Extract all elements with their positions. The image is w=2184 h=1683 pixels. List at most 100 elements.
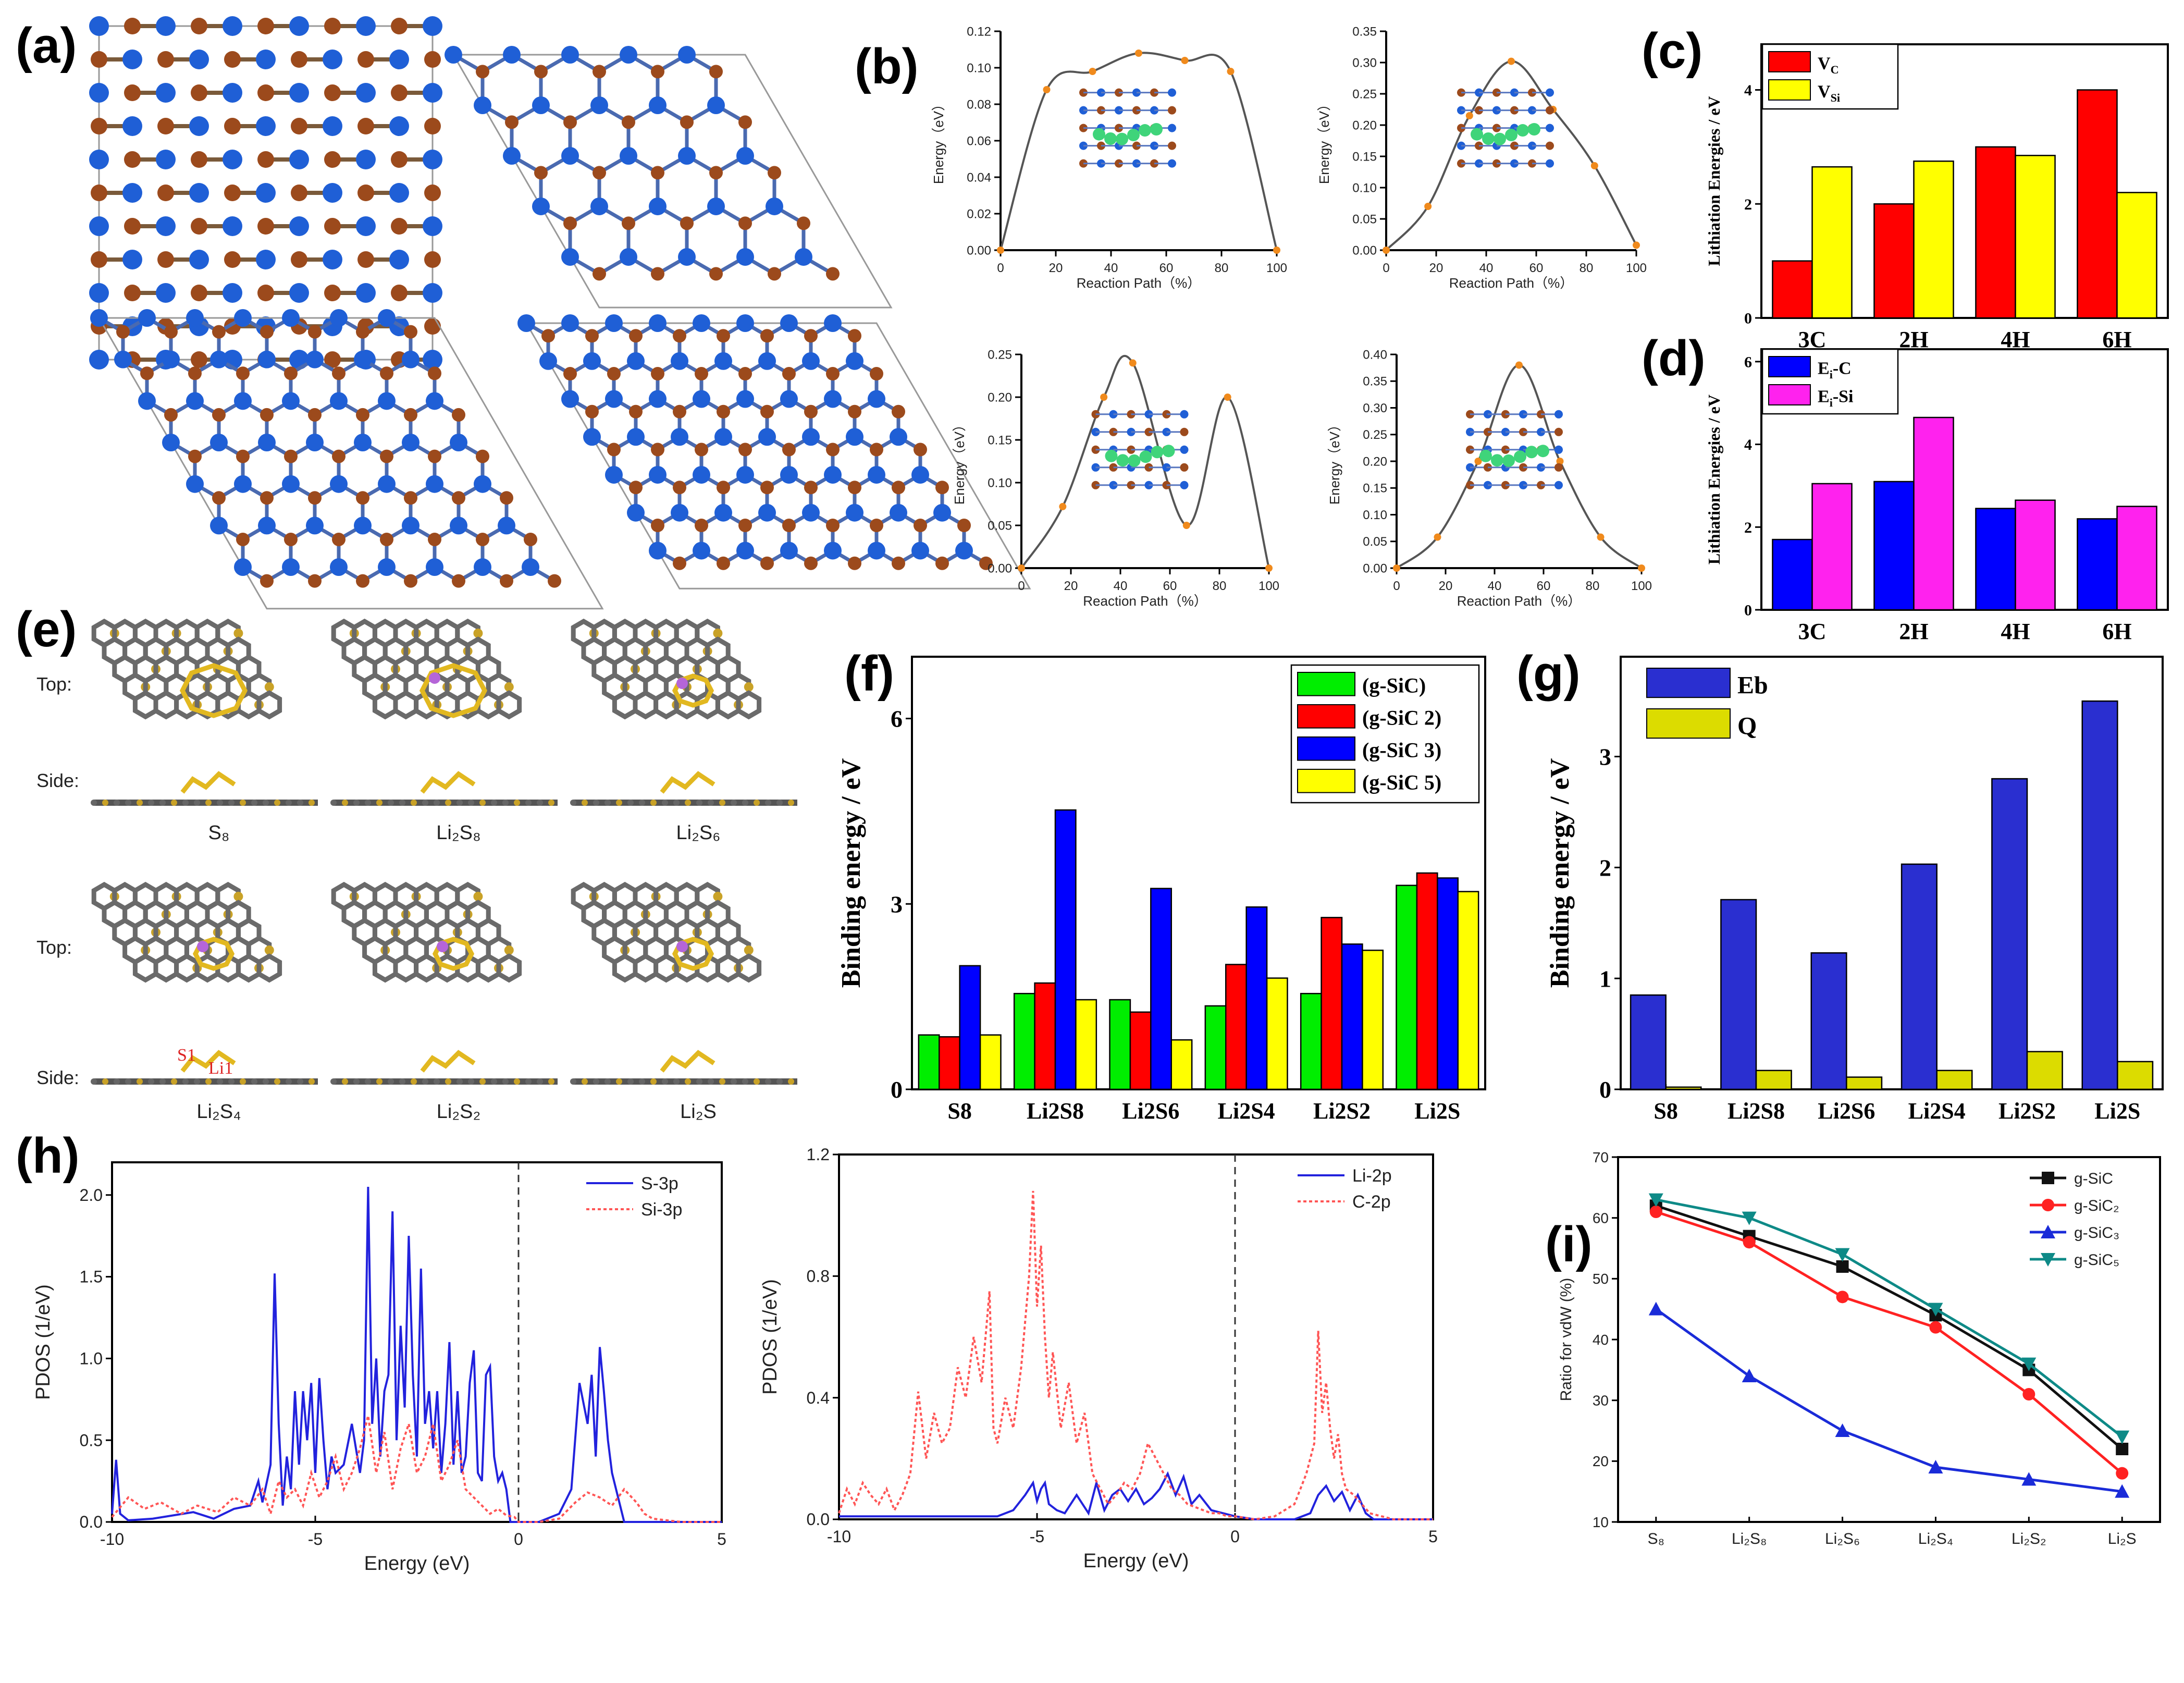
sheet-atom xyxy=(171,1078,177,1085)
si-atom xyxy=(933,503,951,522)
si-atom xyxy=(189,250,209,269)
c-atom xyxy=(892,481,905,495)
axes-frame xyxy=(838,1153,1434,1520)
marker-invtriangle xyxy=(1835,1248,1850,1262)
legend-swatch-E xyxy=(1768,384,1811,406)
li-atom xyxy=(429,672,440,684)
energy-point xyxy=(1227,68,1235,75)
unit-cell-frame xyxy=(97,317,604,610)
si-atom xyxy=(583,352,601,370)
energy-point xyxy=(1089,68,1096,75)
bar-(g-SiC 3)-S8 xyxy=(959,965,981,1090)
sheet-atom xyxy=(159,800,166,806)
bar-(g-SiC 2)-Li2S xyxy=(1416,872,1438,1090)
inset-atom xyxy=(1554,427,1563,436)
sheet-atom xyxy=(194,1078,200,1085)
y-tick-label: 6 xyxy=(891,706,903,732)
y-tick-label: 1.0 xyxy=(80,1349,103,1368)
sheet-atom xyxy=(240,800,246,806)
sulfur-chain-side xyxy=(420,1050,476,1073)
energy-point xyxy=(1018,564,1025,572)
line-g-SiC xyxy=(1656,1204,2123,1450)
c-atom xyxy=(224,251,241,268)
si-atom xyxy=(426,558,443,576)
y-tick-label: 0.00 xyxy=(988,561,1012,575)
x-tick-label-Li2S6: Li₂S₆ xyxy=(1825,1530,1860,1547)
si-atom xyxy=(289,16,309,36)
lattice-a4 xyxy=(517,314,1031,589)
marker-circle xyxy=(2022,1388,2035,1401)
legend-swatch-(g-SiC 5) xyxy=(1297,769,1355,793)
si-atom xyxy=(186,392,204,410)
si-atom xyxy=(223,83,242,103)
sheet-atom xyxy=(788,800,794,806)
y-tick-label: 60 xyxy=(1593,1210,1609,1226)
sheet-atom xyxy=(673,1078,680,1085)
si-atom xyxy=(445,46,462,64)
sheet-atom xyxy=(685,1078,691,1085)
sheet-atom xyxy=(422,1078,428,1085)
c-atom xyxy=(332,449,346,463)
x-tick-label: Li2S xyxy=(1414,1098,1460,1124)
panel-label-h: (h) xyxy=(16,1128,80,1184)
sheet-atom xyxy=(422,800,428,806)
e-species-li2s2: Li₂S₂ xyxy=(437,1101,480,1123)
si-atom xyxy=(693,314,710,332)
bar-V-3C xyxy=(1811,166,1853,319)
sheet-atom xyxy=(263,1078,269,1085)
y-axis-label: Lithiation Energies / eV xyxy=(1705,96,1723,266)
bar-E-2H xyxy=(1913,416,1954,611)
bar-(g-SiC)-Li2S4 xyxy=(1204,1005,1227,1090)
y-tick-label: 4 xyxy=(1744,436,1752,453)
bar-Eb-S8 xyxy=(1630,994,1667,1090)
c-atom xyxy=(548,574,561,588)
bar-(g-SiC 2)-Li2S4 xyxy=(1225,964,1247,1090)
energy-point xyxy=(997,247,1004,254)
si-atom xyxy=(210,350,228,368)
y-axis-label: Binding energy / eV xyxy=(1545,758,1575,988)
c-atom xyxy=(380,366,393,380)
c-atom xyxy=(356,325,369,339)
li-path-atom xyxy=(1150,123,1163,136)
c-atom xyxy=(284,449,298,463)
si-atom xyxy=(736,146,754,165)
si-atom xyxy=(824,314,842,332)
si-atom xyxy=(210,517,228,535)
si-atom xyxy=(450,517,467,535)
si-atom xyxy=(503,46,521,64)
si-atom xyxy=(561,248,579,266)
c-atom xyxy=(404,325,417,339)
si-atom xyxy=(156,83,176,103)
c-atom xyxy=(291,251,307,268)
x-tick-label: Li2S8 xyxy=(1027,1098,1084,1124)
sulfur-ring xyxy=(192,937,235,971)
sheet-atom xyxy=(411,1078,417,1085)
legend-swatch-(g-SiC 3) xyxy=(1297,736,1355,761)
c-atom xyxy=(124,84,141,101)
x-tick-label: Li2S xyxy=(2094,1098,2140,1124)
si-atom xyxy=(474,475,491,493)
c-atom xyxy=(257,84,274,101)
si-atom xyxy=(289,216,309,236)
x-tick-label: Li2S2 xyxy=(1998,1098,2056,1124)
x-tick-label-Li2S4: Li₂S₄ xyxy=(1918,1530,1953,1547)
y-tick-label: 0.04 xyxy=(967,170,991,185)
energy-point xyxy=(1265,564,1273,572)
e-top-label-2: Top: xyxy=(36,937,72,958)
y-tick-label: 0.15 xyxy=(1363,482,1387,496)
sheet-atom xyxy=(776,1078,783,1085)
sheet-atom xyxy=(525,800,532,806)
y-tick-label: 0.00 xyxy=(1352,243,1377,257)
y-tick-label: 0.05 xyxy=(1363,535,1387,549)
y-tick-label: 6 xyxy=(1744,353,1752,371)
sheet-atom xyxy=(342,800,348,806)
legend-label-C-2p: C-2p xyxy=(1352,1192,1391,1212)
marker-triangle xyxy=(2115,1484,2130,1498)
c-atom xyxy=(91,185,107,201)
y-tick-label: 0.00 xyxy=(1363,561,1387,575)
energy-point xyxy=(1059,502,1067,510)
legend-label-Q: Q xyxy=(1737,712,1757,740)
legend-suffix: -C xyxy=(1833,359,1852,378)
sheet-atom xyxy=(297,800,303,806)
